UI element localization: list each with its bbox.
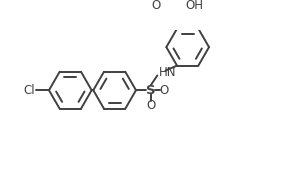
Text: O: O xyxy=(151,0,160,12)
Text: O: O xyxy=(146,98,155,112)
Text: Cl: Cl xyxy=(23,84,35,97)
Text: O: O xyxy=(159,84,168,97)
Text: HN: HN xyxy=(159,66,176,79)
Text: S: S xyxy=(146,84,156,97)
Text: OH: OH xyxy=(185,0,203,12)
